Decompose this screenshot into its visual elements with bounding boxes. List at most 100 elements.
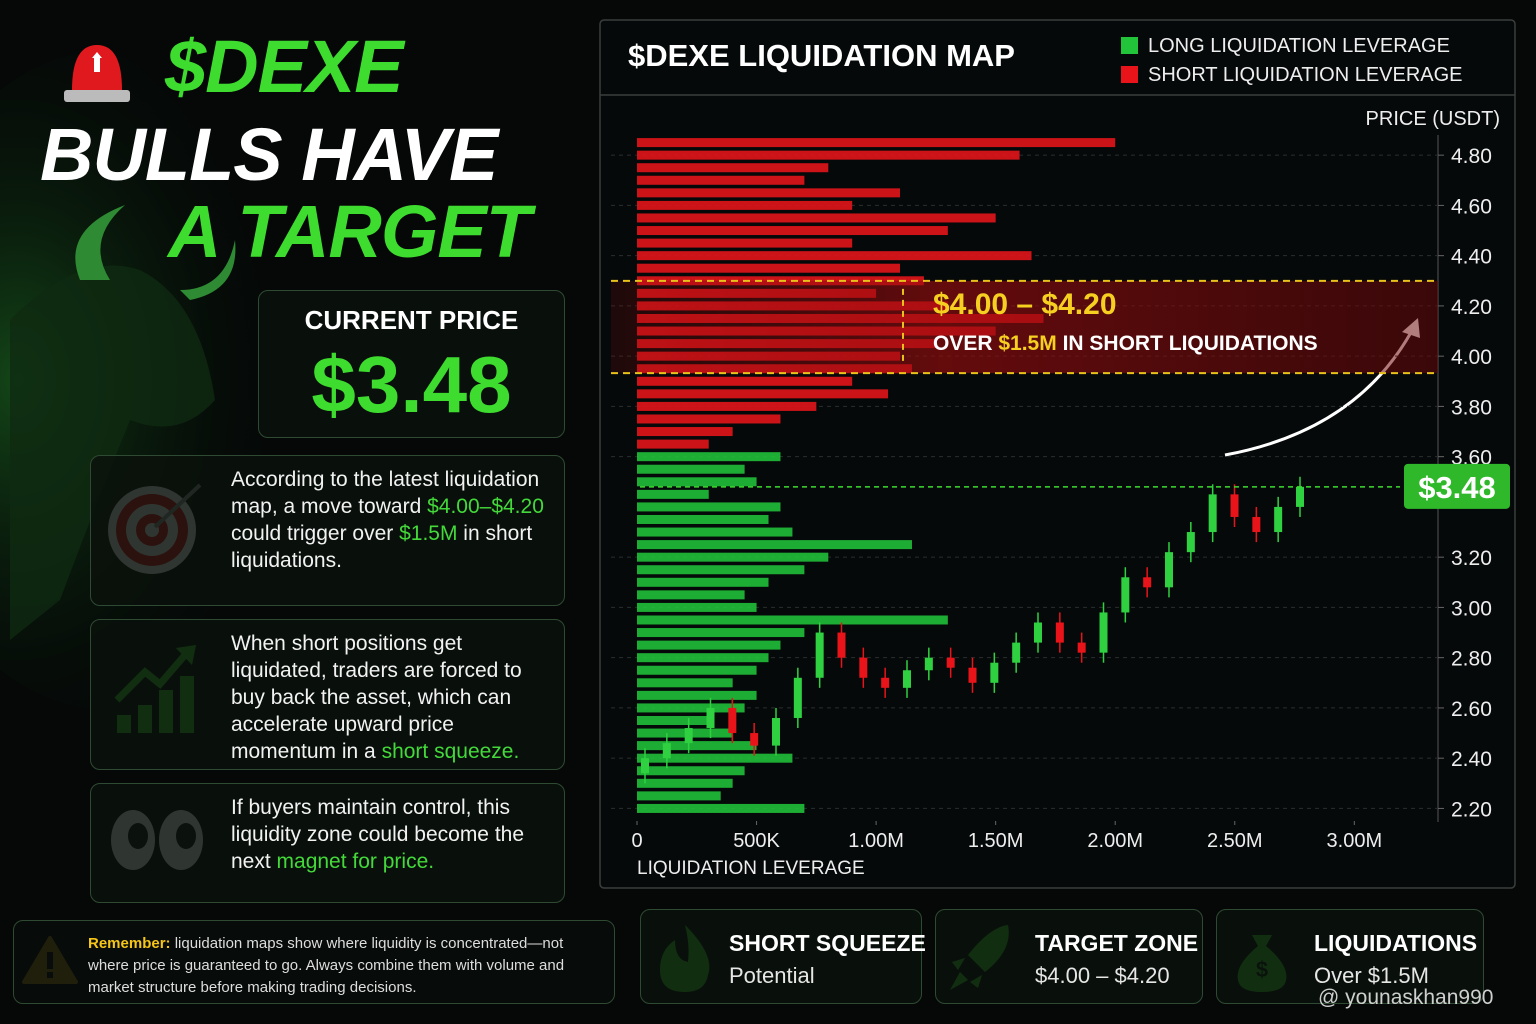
price-label: CURRENT PRICE xyxy=(304,305,519,335)
candle-body xyxy=(750,733,759,746)
headline: $DEXE xyxy=(165,25,404,108)
liquidation-bar xyxy=(637,188,901,198)
liquidation-bar xyxy=(637,452,781,462)
annotation-highlight: $1.5M xyxy=(998,332,1056,355)
y-tick-label: 2.80 xyxy=(1451,648,1492,671)
highlight-text: short squeeze. xyxy=(381,740,520,763)
candle-body xyxy=(1034,622,1042,643)
liquidation-bar xyxy=(637,401,817,411)
note-card: When short positions get liquidated, tra… xyxy=(90,619,565,770)
x-axis-label: LIQUIDATION LEVERAGE xyxy=(637,858,865,879)
liquidation-bar xyxy=(637,414,781,424)
liquidation-bar xyxy=(637,678,733,688)
card-title: LIQUIDATIONS xyxy=(1314,930,1478,956)
card-subtitle: Potential xyxy=(729,963,815,988)
y-tick-label: 4.80 xyxy=(1451,145,1492,168)
candle-body xyxy=(924,657,933,671)
x-tick-label: 2.00M xyxy=(1087,830,1143,852)
candle-body xyxy=(1186,532,1195,553)
liquidation-bar xyxy=(637,602,757,612)
bull-horn xyxy=(180,240,236,300)
text: When short positions get liquidated, tra… xyxy=(231,632,522,763)
candle-body xyxy=(728,707,737,734)
candle-body xyxy=(903,670,911,688)
annotation-part: OVER xyxy=(933,332,998,355)
liquidation-bar xyxy=(637,464,745,474)
x-tick-label: 3.00M xyxy=(1327,830,1383,852)
liquidation-bar xyxy=(637,175,805,185)
bull-silhouette xyxy=(10,265,215,640)
liquidation-bar xyxy=(637,238,853,248)
y-tick-label: 4.40 xyxy=(1451,246,1492,269)
remember-lead: Remember: xyxy=(88,935,171,952)
liquidation-bar xyxy=(637,150,1020,160)
info-card: SHORT SQUEEZE Potential xyxy=(640,909,926,1004)
legend-swatch xyxy=(1121,66,1138,83)
current-price-badge xyxy=(1404,463,1510,509)
candle-body xyxy=(1143,577,1152,588)
candle-body xyxy=(968,667,977,683)
annotation-part: IN SHORT LIQUIDATIONS xyxy=(1057,332,1318,355)
y-tick-label: 3.00 xyxy=(1451,597,1492,620)
liquidation-bar xyxy=(637,477,757,487)
info-card: LIQUIDATIONS Over $1.5M xyxy=(1216,909,1484,1004)
card-title: SHORT SQUEEZE xyxy=(729,930,926,956)
price-card: CURRENT PRICE $3.48 xyxy=(258,290,565,438)
liquidation-bar xyxy=(637,226,948,236)
remember-body: liquidation maps show where liquidity is… xyxy=(88,935,565,996)
liquidation-bar xyxy=(637,552,829,562)
y-tick-label: 3.20 xyxy=(1451,547,1492,570)
liquidation-bar xyxy=(637,251,1032,261)
candle-body xyxy=(662,743,671,759)
liquidation-bar xyxy=(637,577,769,587)
candle-body xyxy=(641,758,649,774)
liquidation-bar xyxy=(637,389,889,399)
candle-body xyxy=(1165,552,1173,588)
liquidation-bar xyxy=(637,590,745,600)
target-zone xyxy=(611,280,1438,374)
card-subtitle: Over $1.5M xyxy=(1314,963,1429,988)
headline: BULLS HAVE xyxy=(40,113,498,196)
note-text: According to the latest liquidation map,… xyxy=(231,466,561,574)
liquidation-bar xyxy=(637,653,769,663)
text: According to the latest liquidation map,… xyxy=(231,468,540,518)
legend-label: SHORT LIQUIDATION LEVERAGE xyxy=(1148,64,1463,86)
candle-body xyxy=(1296,486,1304,507)
candle-body xyxy=(1077,642,1086,653)
highlight-text: magnet for price. xyxy=(276,850,435,873)
candle-body xyxy=(772,717,780,746)
liquidation-bar xyxy=(637,376,853,386)
candle-body xyxy=(1230,494,1239,517)
liquidation-bar xyxy=(637,514,769,524)
x-tick-label: 500K xyxy=(733,830,780,852)
liquidation-bar xyxy=(637,741,757,751)
remember-box: Remember: liquidation maps show where li… xyxy=(13,920,615,1004)
y-tick-label: 2.60 xyxy=(1451,698,1492,721)
candle-body xyxy=(1099,612,1108,653)
candle-body xyxy=(1208,494,1217,533)
liquidation-bar xyxy=(637,489,709,499)
legend-swatch xyxy=(1121,37,1138,54)
info-card: TARGET ZONE $4.00 – $4.20 xyxy=(935,909,1203,1004)
bull-horn xyxy=(75,205,125,280)
x-tick-label: 1.50M xyxy=(968,830,1024,852)
highlight-text: $4.00–$4.20 xyxy=(427,495,544,518)
candle-body xyxy=(1055,622,1064,643)
x-tick-label: 1.00M xyxy=(848,830,904,852)
note-text: If buyers maintain control, this liquidi… xyxy=(231,794,561,875)
liquidation-bar xyxy=(637,665,757,675)
chart-title: $DEXE LIQUIDATION MAP xyxy=(628,38,1015,73)
liquidation-bar xyxy=(637,690,757,700)
annotation-title: $4.00 – $4.20 xyxy=(933,288,1117,321)
y-tick-label: 4.60 xyxy=(1451,195,1492,218)
liquidation-bar xyxy=(637,640,781,650)
candle-body xyxy=(793,677,802,718)
price-value: $3.48 xyxy=(311,340,512,429)
liquidation-bar xyxy=(637,439,709,449)
note-card: If buyers maintain control, this liquidi… xyxy=(90,783,565,903)
note-card: According to the latest liquidation map,… xyxy=(90,455,565,606)
liquidation-bar xyxy=(637,803,805,813)
candle-body xyxy=(684,728,693,744)
